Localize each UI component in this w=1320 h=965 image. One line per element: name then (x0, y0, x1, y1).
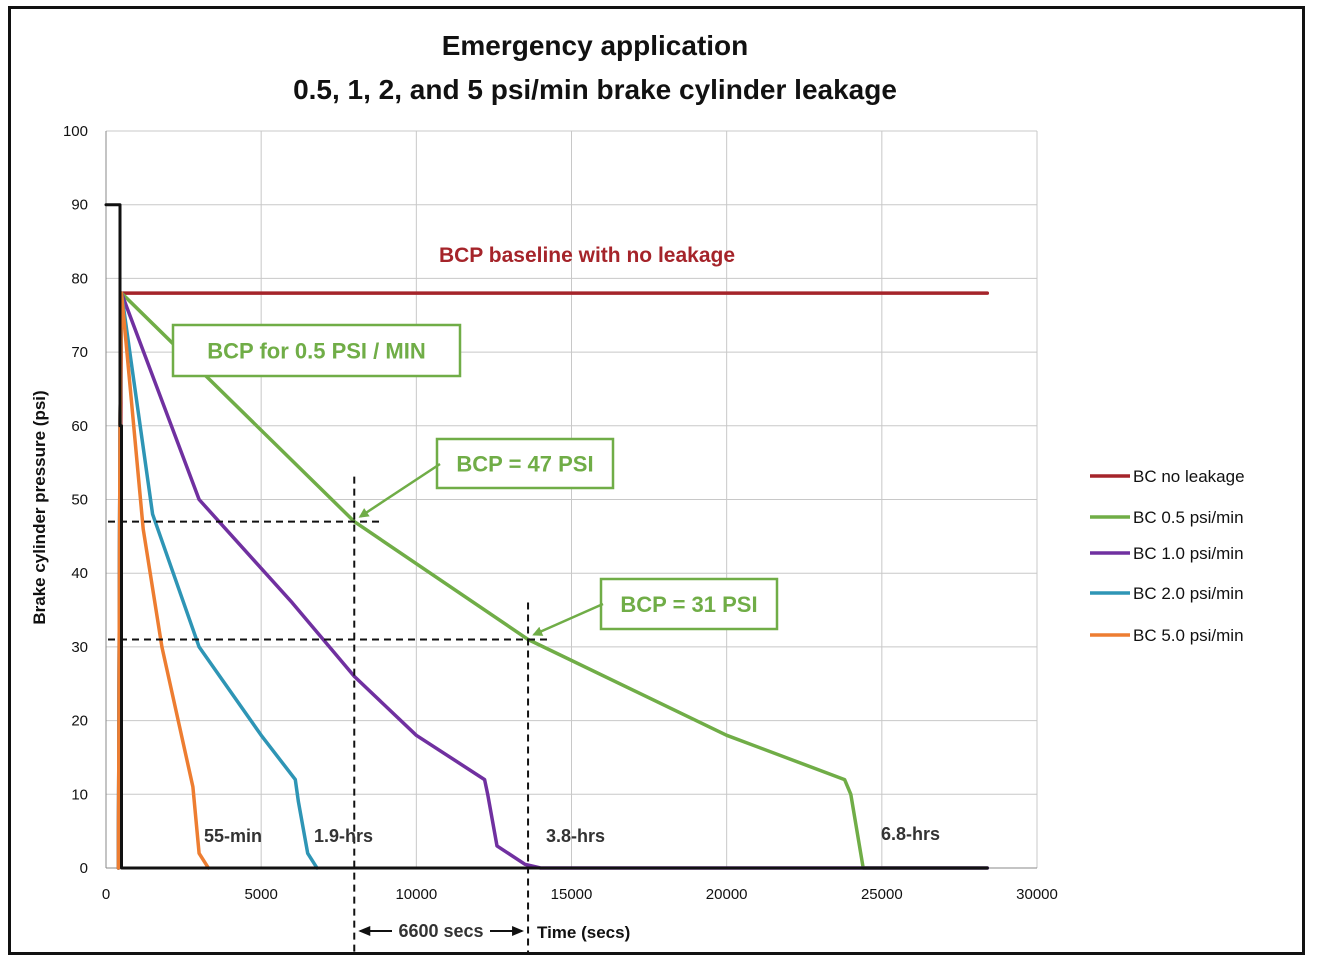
x-tick-label: 10000 (395, 886, 437, 903)
x-tick-label: 20000 (706, 886, 748, 903)
y-tick-label: 30 (71, 639, 88, 656)
bcp-31-box (599, 577, 779, 631)
y-tick-label: 60 (71, 418, 88, 435)
legend-label: BC 2.0 psi/min (1133, 584, 1244, 603)
legend-label: BC 0.5 psi/min (1133, 508, 1244, 527)
half-psi-box (171, 323, 462, 378)
duration-label-1psi: 3.8-hrs (546, 826, 605, 846)
series-line (116, 291, 990, 870)
y-tick-label: 80 (71, 270, 88, 287)
duration-label-5psi: 55-min (204, 826, 262, 846)
y-tick-label: 50 (71, 492, 88, 509)
y-tick-label: 20 (71, 713, 88, 730)
y-axis-label: Brake cylinder pressure (psi) (30, 390, 49, 624)
series-line (116, 291, 990, 870)
y-tick-label: 90 (71, 197, 88, 214)
x-tick-label: 5000 (244, 886, 277, 903)
x-tick-label: 30000 (1016, 886, 1058, 903)
chart-frame (8, 6, 1305, 955)
chart-subtitle: 0.5, 1, 2, and 5 psi/min brake cylinder … (293, 74, 897, 105)
bcp-31-label: BCP = 31 PSI (620, 592, 757, 617)
legend-label: BC 5.0 psi/min (1133, 626, 1244, 645)
bcp-47-label: BCP = 47 PSI (456, 452, 593, 477)
baseline-label: BCP baseline with no leakage (439, 244, 735, 267)
y-tick-label: 40 (71, 565, 88, 582)
y-tick-label: 100 (63, 123, 88, 140)
bcp-47-box (435, 437, 615, 490)
legend-label: BC 1.0 psi/min (1133, 544, 1244, 563)
y-tick-label: 10 (71, 786, 88, 803)
legend-label: BC no leakage (1133, 467, 1245, 486)
series-line (116, 291, 990, 870)
series-line (116, 291, 319, 870)
y-tick-label: 70 (71, 344, 88, 361)
half-psi-label: BCP for 0.5 PSI / MIN (207, 339, 425, 364)
y-tick-label: 0 (80, 860, 88, 877)
arrow-47 (358, 462, 441, 518)
arrow-31 (532, 602, 604, 636)
duration-label-2psi: 1.9-hrs (314, 826, 373, 846)
x-tick-label: 15000 (551, 886, 593, 903)
x-axis-label: Time (secs) (537, 923, 630, 942)
duration-label-05psi: 6.8-hrs (881, 824, 940, 844)
chart-title: Emergency application (441, 30, 749, 61)
series-line (104, 203, 989, 870)
x-tick-label: 0 (102, 886, 110, 903)
x-tick-label: 25000 (861, 886, 903, 903)
interval-label: 6600 secs (398, 921, 483, 941)
